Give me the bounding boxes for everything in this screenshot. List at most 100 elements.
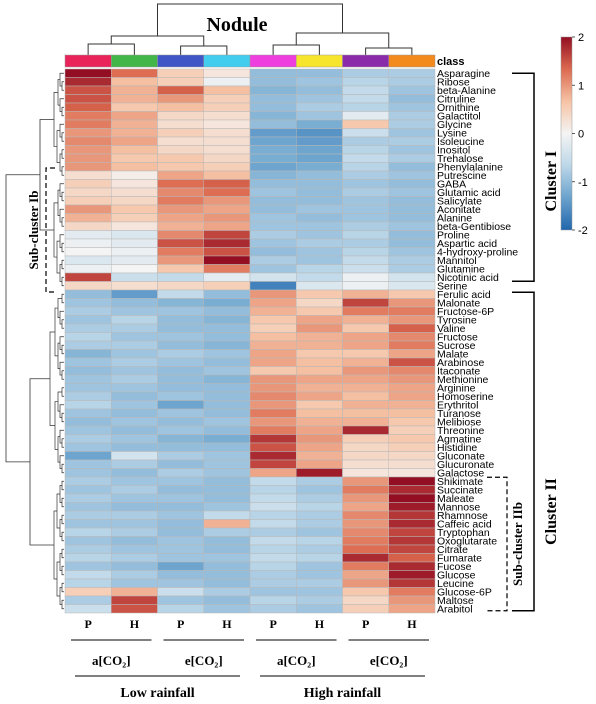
heatmap-cell <box>157 536 204 546</box>
heatmap-cell <box>157 417 204 427</box>
heatmap-cell <box>249 306 297 316</box>
heatmap-cell <box>388 570 436 580</box>
row-label: Tyrosine <box>437 314 477 326</box>
heatmap-cell <box>388 468 436 478</box>
heatmap-cell <box>296 77 343 87</box>
heatmap-cell <box>296 578 343 588</box>
heatmap-cell <box>111 340 158 350</box>
heatmap-cell <box>203 553 251 563</box>
heatmap-cell <box>203 94 251 104</box>
dendrogram-branch <box>157 3 343 36</box>
heatmap-cell <box>388 111 436 121</box>
heatmap-cell <box>342 102 389 112</box>
heatmap-cell <box>249 459 297 469</box>
heatmap-cell <box>111 349 158 359</box>
legend-color-bar <box>560 36 573 231</box>
heatmap-cell <box>296 442 343 452</box>
column-label: H <box>407 617 417 631</box>
heatmap-cell <box>64 485 112 495</box>
heatmap-cell <box>64 306 112 316</box>
heatmap-cell <box>64 136 112 146</box>
heatmap-cell <box>296 68 343 78</box>
heatmap-cell <box>111 238 158 248</box>
heatmap-cell <box>342 519 389 529</box>
heatmap-cell <box>342 544 389 554</box>
cluster-i-bracket <box>512 72 535 282</box>
dendrogram-branch <box>61 106 64 117</box>
heatmap-cell <box>388 204 436 214</box>
heatmap-cell <box>157 519 204 529</box>
heatmap-cell <box>111 383 158 393</box>
heatmap-cell <box>203 323 251 333</box>
class-label: class <box>437 56 465 68</box>
heatmap-cell <box>342 357 389 367</box>
heatmap-cell <box>388 519 436 529</box>
row-label: Arabinose <box>437 357 484 369</box>
row-label: Gluconate <box>437 450 485 462</box>
row-label: Salicylate <box>437 195 482 207</box>
heatmap-cell <box>342 493 389 503</box>
dendrogram-branch <box>53 510 57 580</box>
dendrogram-branch <box>61 412 64 423</box>
heatmap-cell <box>388 153 436 163</box>
heatmap-cell <box>157 196 204 206</box>
heatmap-cell <box>249 77 297 87</box>
heatmap-cell <box>203 502 251 512</box>
heatmap-cell <box>388 196 436 206</box>
heatmap-cell <box>249 374 297 384</box>
heatmap-cell <box>249 391 297 401</box>
heatmap-cell <box>157 468 204 478</box>
heatmap-cell <box>342 366 389 376</box>
heatmap-cell <box>203 340 251 350</box>
heatmap-cell <box>296 289 343 299</box>
heatmap-cell <box>203 357 251 367</box>
heatmap-cell <box>249 323 297 333</box>
row-label: Histidine <box>437 442 477 454</box>
heatmap-cell <box>249 417 297 427</box>
heatmap-cell <box>296 323 343 333</box>
heatmap-cell <box>249 349 297 359</box>
heatmap-cell <box>157 323 204 333</box>
column-label: P <box>269 617 276 631</box>
cluster-ii-bracket <box>512 291 535 612</box>
heatmap-cell <box>64 94 112 104</box>
heatmap-cell <box>296 425 343 435</box>
heatmap-cell <box>249 340 297 350</box>
dendrogram-branch <box>61 480 64 491</box>
heatmap-cell <box>342 272 389 282</box>
heatmap-cell <box>249 281 297 291</box>
heatmap-cell <box>157 408 204 418</box>
heatmap-cell <box>203 247 251 257</box>
row-label: Ribose <box>437 76 470 88</box>
row-label: Itaconate <box>437 365 480 377</box>
heatmap-cell <box>388 281 436 291</box>
heatmap-cell <box>157 485 204 495</box>
heatmap-cell <box>203 459 251 469</box>
heatmap-cell <box>249 485 297 495</box>
heatmap-cell <box>342 221 389 231</box>
heatmap-cell <box>249 561 297 571</box>
heatmap-cell <box>111 247 158 257</box>
heatmap-cell <box>111 196 158 206</box>
heatmap-cell <box>111 323 158 333</box>
heatmap-cell <box>249 315 297 325</box>
heatmap-cell <box>64 170 112 180</box>
row-label: Rhamnose <box>437 510 488 522</box>
heatmap-cell <box>342 391 389 401</box>
heatmap-cell <box>296 111 343 121</box>
dendrogram-branch <box>61 463 64 474</box>
heatmap-cell <box>296 383 343 393</box>
heatmap-cell <box>157 238 204 248</box>
heatmap-cell <box>249 196 297 206</box>
row-label: Serine <box>437 280 468 292</box>
class-swatch <box>296 54 343 68</box>
heatmap-cell <box>64 434 112 444</box>
row-label: Methionine <box>437 374 489 386</box>
row-label: Glucuronate <box>437 459 494 471</box>
heatmap-cell <box>157 561 204 571</box>
heatmap-cell <box>342 119 389 129</box>
heatmap-cell <box>64 391 112 401</box>
heatmap-cell <box>249 111 297 121</box>
heatmap-cell <box>111 485 158 495</box>
heatmap-cell <box>296 544 343 554</box>
